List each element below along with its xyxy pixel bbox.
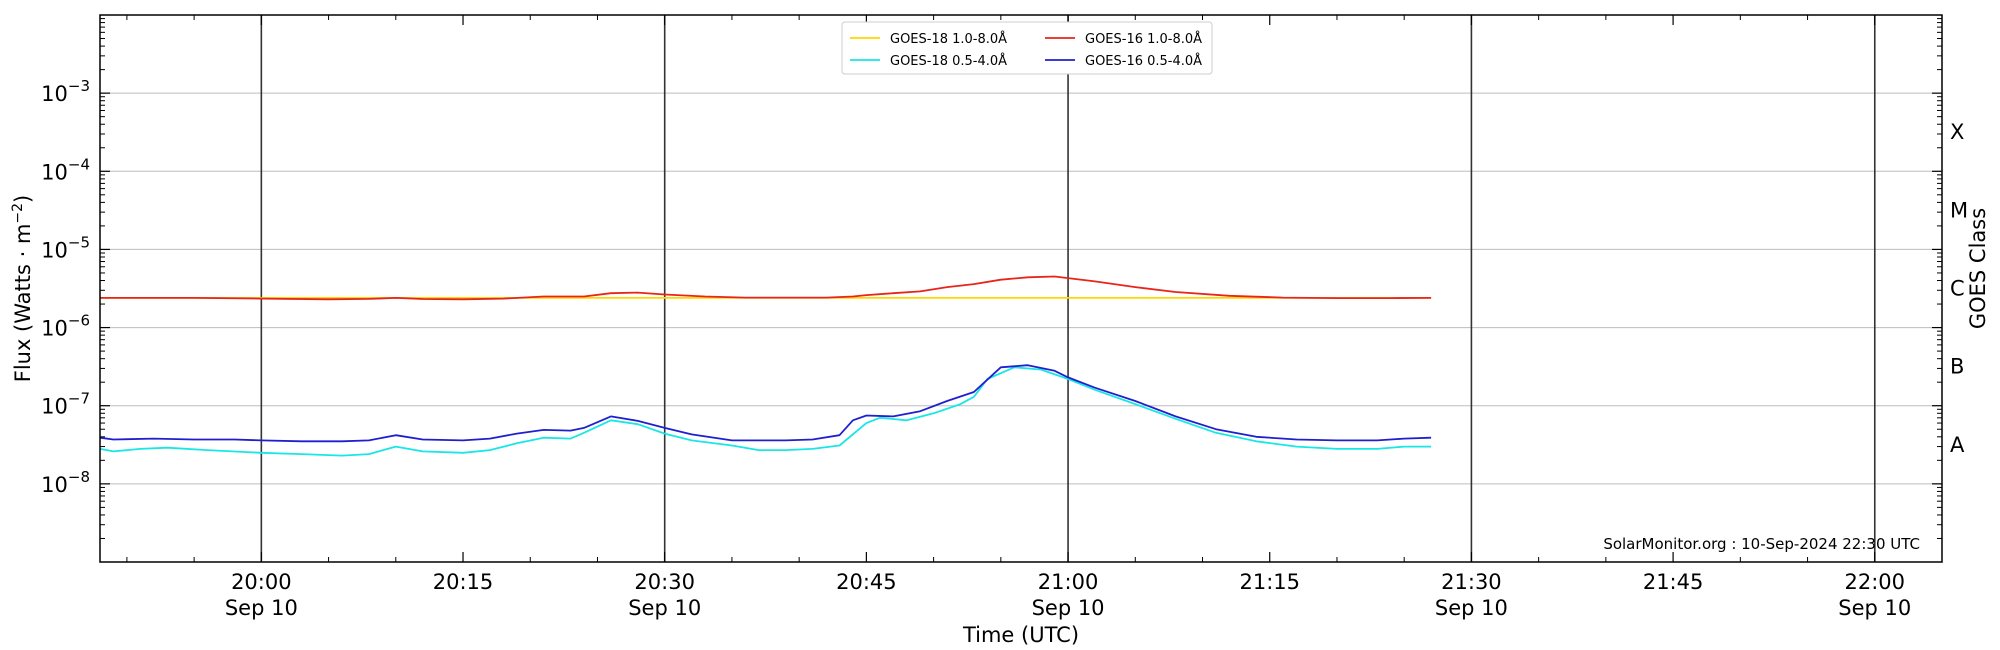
x-tick-date-0: Sep 10 xyxy=(225,596,298,620)
y-tick-label-3: 10−5 xyxy=(41,233,90,262)
y-axis-title-exponent: −2 xyxy=(10,203,26,224)
grid-lines xyxy=(100,92,1942,485)
x-tick-date-2: Sep 10 xyxy=(628,596,701,620)
series-lines xyxy=(99,275,1432,457)
plot-frame xyxy=(99,14,1943,563)
legend-label-0: GOES-18 1.0-8.0Å xyxy=(890,31,1007,47)
x-tick-label-0: 20:00 xyxy=(231,570,292,594)
y-axis-title-close: ) xyxy=(11,195,35,203)
day-vertical-lines xyxy=(260,15,1876,562)
x-tick-label-2: 20:30 xyxy=(634,570,695,594)
y-axis-title: Flux (Watts · m−2) xyxy=(10,195,35,383)
legend-box xyxy=(841,21,1213,75)
x-tick-date-4: Sep 10 xyxy=(1032,596,1105,620)
goes-class-label-X: X xyxy=(1950,120,1964,144)
y-tick-label-1: 10−7 xyxy=(41,390,90,419)
goes-class-label-B: B xyxy=(1950,355,1964,379)
svg-text:Flux (Watts · m−2): Flux (Watts · m−2) xyxy=(10,195,35,383)
goes-class-label-A: A xyxy=(1950,433,1965,457)
x-tick-date-8: Sep 10 xyxy=(1838,596,1911,620)
series-line-1 xyxy=(100,275,1432,301)
x-tick-label-7: 21:45 xyxy=(1643,570,1704,594)
legend-label-2: GOES-18 0.5-4.0Å xyxy=(890,53,1007,69)
legend-label-3: GOES-16 0.5-4.0Å xyxy=(1085,53,1202,69)
legend: GOES-18 1.0-8.0Å GOES-18 0.5-4.0Å GOES-16 … xyxy=(841,21,1213,75)
series-line-3 xyxy=(99,364,1432,443)
x-tick-label-5: 21:15 xyxy=(1239,570,1300,594)
x-tick-label-1: 20:15 xyxy=(433,570,494,594)
credit-text: SolarMonitor.org : 10-Sep-2024 22:30 UTC xyxy=(1603,535,1920,553)
x-tick-label-4: 21:00 xyxy=(1038,570,1099,594)
goes-class-label-C: C xyxy=(1950,277,1965,301)
x-tick-label-8: 22:00 xyxy=(1845,570,1906,594)
x-tick-label-6: 21:30 xyxy=(1441,570,1502,594)
y-tick-label-5: 10−3 xyxy=(41,77,90,106)
x-axis-title: Time (UTC) xyxy=(962,623,1079,647)
goes-class-label-M: M xyxy=(1950,198,1968,222)
y-tick-label-0: 10−8 xyxy=(41,468,90,497)
legend-label-1: GOES-16 1.0-8.0Å xyxy=(1085,31,1202,47)
x-tick-date-6: Sep 10 xyxy=(1435,596,1508,620)
x-tick-label-3: 20:45 xyxy=(836,570,897,594)
y-tick-label-4: 10−4 xyxy=(41,155,90,184)
series-line-2 xyxy=(99,366,1432,457)
y-tick-label-2: 10−6 xyxy=(41,312,90,341)
y-axis-title-main: Flux (Watts · m xyxy=(11,224,35,383)
goes-class-axis-title: GOES Class xyxy=(1966,208,1990,329)
